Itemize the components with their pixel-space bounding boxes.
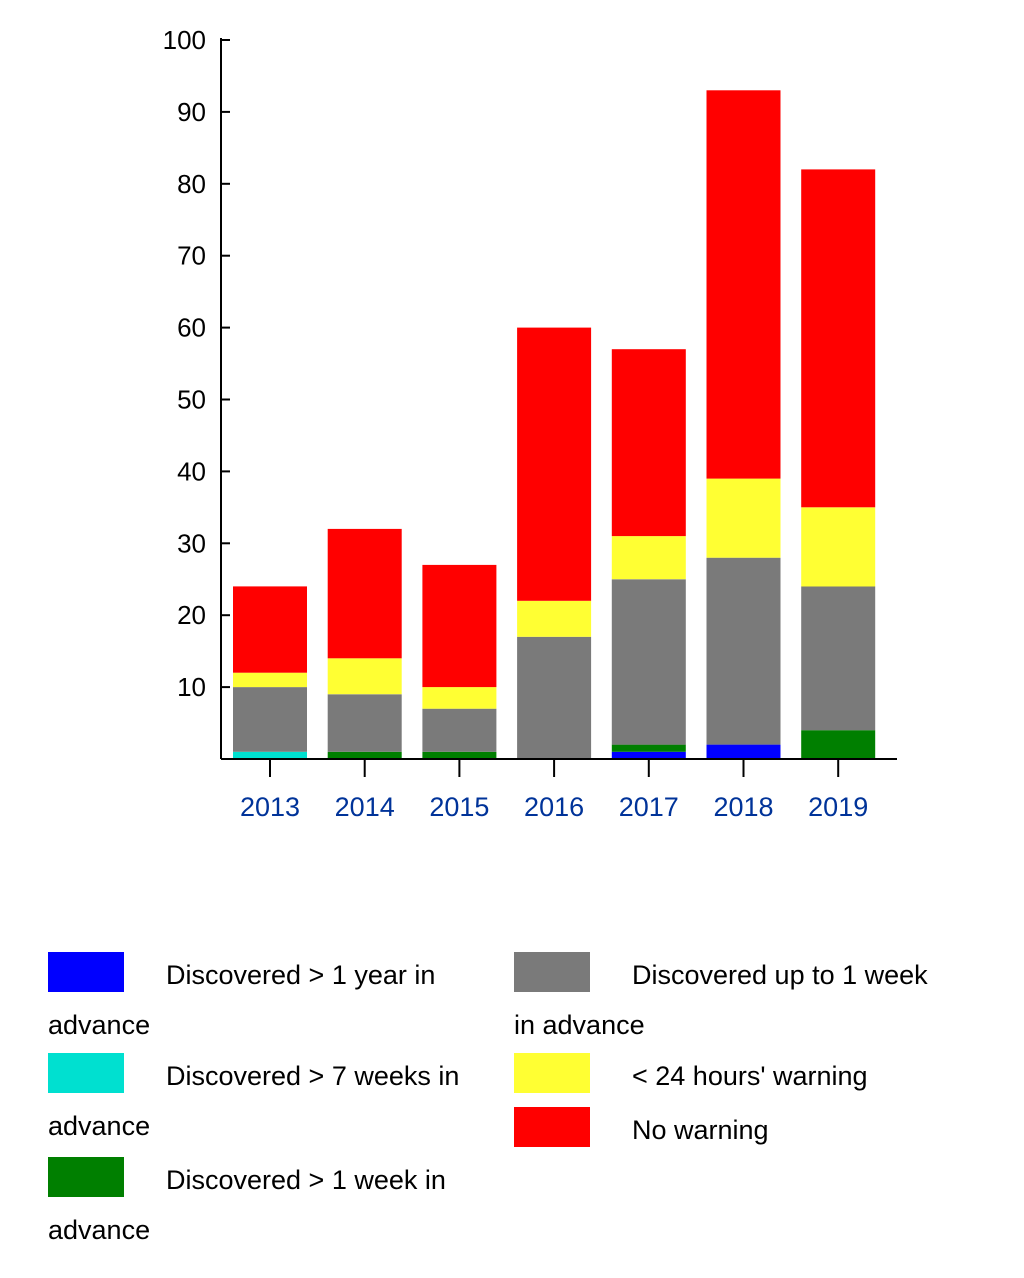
x-tick-label-2019: 2019 xyxy=(808,792,868,822)
bar-segment-2018-series-3 xyxy=(706,557,781,745)
bar-segment-2017-series-2 xyxy=(611,744,686,752)
bar-segment-2018-series-5 xyxy=(706,90,781,479)
x-tick-label-2013: 2013 xyxy=(240,792,300,822)
y-tick-label-80: 80 xyxy=(177,169,206,199)
legend-item-2: Discovered > 1 week in advance xyxy=(48,1155,488,1255)
legend-label-5: No warning xyxy=(632,1115,769,1145)
legend-swatch-5 xyxy=(514,1107,590,1147)
bar-segment-2017-series-0 xyxy=(611,751,686,759)
bar-segment-2015-series-2 xyxy=(422,751,497,759)
bar-segment-2016-series-5 xyxy=(517,327,592,601)
legend-label-0: Discovered > 1 year in advance xyxy=(48,960,436,1040)
y-tick-label-60: 60 xyxy=(177,313,206,343)
x-tick-label-2017: 2017 xyxy=(619,792,679,822)
bar-segment-2019-series-3 xyxy=(801,586,876,731)
bar-segment-2017-series-4 xyxy=(611,536,686,580)
legend-item-1: Discovered > 7 weeks in advance xyxy=(48,1051,488,1151)
x-tick-label-2014: 2014 xyxy=(335,792,395,822)
bar-segment-2013-series-4 xyxy=(233,672,307,688)
bar-segment-2016-series-3 xyxy=(517,636,592,759)
legend-swatch-3 xyxy=(514,952,590,992)
legend-swatch-2 xyxy=(48,1157,124,1197)
y-tick-label-30: 30 xyxy=(177,528,206,558)
legend-swatch-0 xyxy=(48,952,124,992)
legend-swatch-4 xyxy=(514,1053,590,1093)
y-tick-label-100: 100 xyxy=(163,25,206,55)
bar-segment-2013-series-1 xyxy=(233,751,307,759)
bar-segment-2017-series-3 xyxy=(611,579,686,745)
legend-item-4: < 24 hours' warning xyxy=(514,1051,954,1101)
bar-segment-2015-series-5 xyxy=(422,564,497,688)
legend-item-0: Discovered > 1 year in advance xyxy=(48,950,488,1050)
bar-segment-2014-series-5 xyxy=(327,528,402,659)
legend-label-1: Discovered > 7 weeks in advance xyxy=(48,1061,460,1141)
bar-segment-2018-series-4 xyxy=(706,478,781,558)
legend-label-4: < 24 hours' warning xyxy=(632,1061,868,1091)
y-tick-label-20: 20 xyxy=(177,600,206,630)
legend-item-5: No warning xyxy=(514,1105,954,1155)
bar-segment-2013-series-3 xyxy=(233,687,307,752)
legend-item-3: Discovered up to 1 week in advance xyxy=(514,950,954,1050)
bar-segment-2019-series-2 xyxy=(801,730,876,759)
bars-group xyxy=(233,90,876,759)
y-tick-label-10: 10 xyxy=(177,672,206,702)
bar-segment-2017-series-5 xyxy=(611,349,686,537)
bar-segment-2015-series-3 xyxy=(422,708,497,752)
x-tick-label-2018: 2018 xyxy=(713,792,773,822)
x-tick-label-2016: 2016 xyxy=(524,792,584,822)
bar-segment-2014-series-2 xyxy=(327,751,402,759)
legend-label-2: Discovered > 1 week in advance xyxy=(48,1165,446,1245)
y-tick-label-50: 50 xyxy=(177,385,206,415)
y-tick-label-40: 40 xyxy=(177,456,206,486)
legend-swatch-1 xyxy=(48,1053,124,1093)
axes-group: 10 20 30 40 50 60 70 80 90 100 2013 2014 2015 2016 201… xyxy=(163,25,897,822)
bar-segment-2015-series-4 xyxy=(422,687,497,709)
bar-segment-2018-series-0 xyxy=(706,744,781,759)
bar-segment-2016-series-4 xyxy=(517,600,592,637)
bar-segment-2014-series-3 xyxy=(327,694,402,752)
legend-label-3: Discovered up to 1 week in advance xyxy=(514,960,928,1040)
bar-segment-2019-series-4 xyxy=(801,507,876,587)
bar-segment-2014-series-4 xyxy=(327,658,402,695)
y-tick-label-90: 90 xyxy=(177,97,206,127)
y-tick-label-70: 70 xyxy=(177,241,206,271)
bar-segment-2013-series-5 xyxy=(233,586,307,673)
stacked-bar-chart: 10 20 30 40 50 60 70 80 90 100 2013 2014 2015 2016 201… xyxy=(163,25,897,822)
x-tick-label-2015: 2015 xyxy=(429,792,489,822)
bar-segment-2019-series-5 xyxy=(801,169,876,508)
